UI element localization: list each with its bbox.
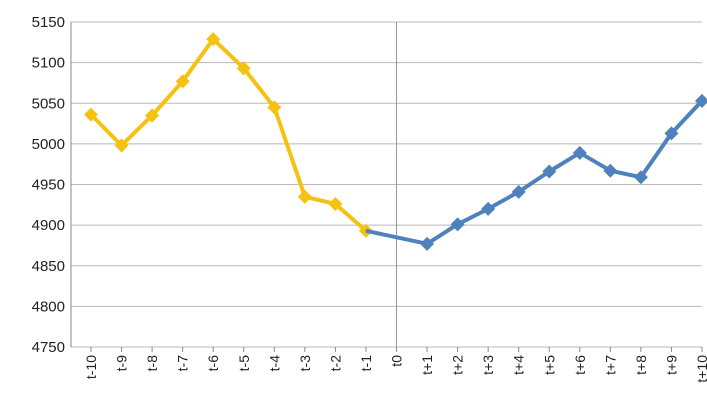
axes — [70, 22, 703, 352]
x-tick-label: t+7 — [602, 355, 618, 375]
y-tick-label: 4950 — [32, 177, 65, 194]
x-tick-label: t-1 — [358, 355, 374, 372]
x-tick-label: t-5 — [236, 355, 252, 372]
series-1-point — [511, 184, 526, 199]
y-tick-label: 4900 — [32, 217, 65, 234]
x-tick-label: t+4 — [511, 355, 527, 375]
y-tick-label: 4750 — [32, 339, 65, 356]
series-0-point — [175, 74, 190, 89]
x-tick-label: t+10 — [694, 355, 707, 383]
series-0-point — [328, 197, 343, 211]
y-tick-label: 5150 — [32, 14, 65, 31]
x-tick-label: t-8 — [144, 355, 160, 372]
x-tick-label: t0 — [389, 355, 405, 367]
x-tick-label: t+8 — [633, 355, 649, 375]
y-tick-label: 4800 — [32, 298, 65, 315]
series-0-point — [145, 108, 160, 123]
x-tick-label: t-2 — [327, 355, 343, 372]
series-1-point — [603, 163, 618, 178]
series-1-point — [542, 164, 557, 179]
x-tick-label: t+2 — [450, 355, 466, 375]
x-tick-label: t+6 — [572, 355, 588, 375]
series-1-point — [450, 217, 465, 232]
series-1-point — [572, 145, 587, 160]
series-0-point — [114, 138, 129, 153]
x-tick-label: t-4 — [266, 355, 282, 372]
x-tick-label: t+1 — [419, 355, 435, 375]
series-0-point — [267, 100, 282, 115]
series-1-point — [420, 236, 435, 251]
x-tick-label: t+9 — [663, 355, 679, 375]
tick-labels: 4750 4800 4850 4900 4950 5000 5050 5100 5150 t-10… — [32, 14, 707, 383]
x-tick-label: t+5 — [541, 355, 557, 375]
y-tick-label: 5050 — [32, 95, 65, 112]
series-0-point — [297, 189, 312, 204]
series-1-point — [481, 201, 496, 216]
series-1-line — [365, 99, 704, 246]
x-tick-label: t+3 — [480, 355, 496, 375]
x-tick-label: t-10 — [83, 355, 99, 379]
x-tick-label: t-7 — [175, 355, 191, 372]
y-tick-label: 4850 — [32, 258, 65, 275]
series-0-point — [236, 61, 251, 76]
y-tick-label: 5000 — [32, 136, 65, 153]
series-1-point — [664, 126, 679, 141]
gridlines — [71, 21, 702, 348]
series-1-point — [633, 170, 648, 185]
x-tick-label: t-9 — [114, 355, 130, 372]
x-tick-label: t-6 — [205, 355, 221, 372]
series-0-point — [206, 32, 221, 47]
series-1-point — [695, 93, 707, 108]
y-tick-label: 5100 — [32, 55, 65, 72]
x-tick-label: t-3 — [297, 355, 313, 372]
series — [84, 32, 707, 251]
series-0-line — [89, 37, 368, 233]
series-0-point — [84, 107, 98, 122]
